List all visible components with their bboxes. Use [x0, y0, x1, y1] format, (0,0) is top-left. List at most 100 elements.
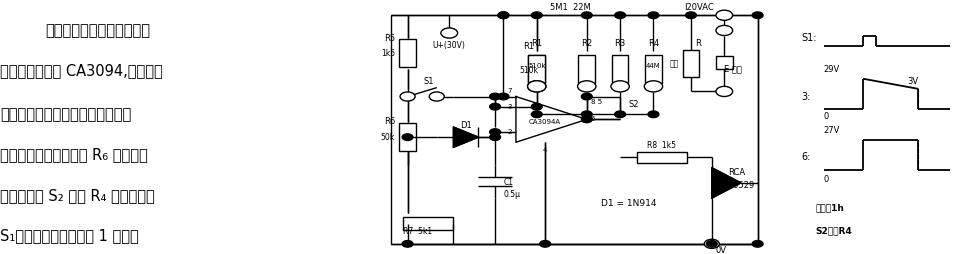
Circle shape	[490, 134, 500, 140]
Text: 1k5: 1k5	[381, 49, 395, 58]
Text: 29V: 29V	[824, 65, 840, 74]
Text: 时间＝1h: 时间＝1h	[815, 204, 845, 213]
Text: R1: R1	[531, 39, 542, 48]
Circle shape	[402, 134, 413, 140]
Circle shape	[648, 111, 659, 118]
Text: 6:: 6:	[802, 152, 810, 163]
Bar	[391, 15, 758, 244]
Circle shape	[582, 111, 592, 118]
Text: 3: 3	[508, 104, 512, 110]
Text: 40529: 40529	[728, 181, 755, 190]
Text: 0: 0	[824, 175, 829, 184]
Text: R6: R6	[384, 117, 395, 126]
Circle shape	[429, 92, 445, 101]
Text: 5M1  22M: 5M1 22M	[550, 3, 590, 12]
Circle shape	[582, 93, 592, 100]
Text: S2: S2	[628, 100, 639, 109]
Text: 0.5μ: 0.5μ	[504, 190, 520, 199]
Text: D1 = 1N914: D1 = 1N914	[601, 199, 656, 208]
Text: 27V: 27V	[824, 126, 840, 135]
Circle shape	[528, 81, 546, 92]
Polygon shape	[453, 127, 478, 147]
Circle shape	[704, 239, 719, 248]
Text: 种延时选择，用电位器 R₆ 来设置初: 种延时选择，用电位器 R₆ 来设置初	[0, 147, 148, 162]
Text: 可编程功率开关 CA3094,可以构成: 可编程功率开关 CA3094,可以构成	[0, 64, 163, 78]
Text: 负载: 负载	[670, 59, 678, 68]
Text: 50k: 50k	[381, 133, 395, 142]
Circle shape	[528, 81, 546, 92]
Text: S1:: S1:	[802, 33, 817, 43]
Bar	[399, 39, 416, 67]
Circle shape	[648, 12, 659, 19]
Circle shape	[615, 111, 626, 118]
Text: 3V: 3V	[907, 77, 919, 86]
Text: 可预置的模拟定时器　利用: 可预置的模拟定时器 利用	[45, 23, 150, 38]
Text: CA3094A: CA3094A	[529, 119, 560, 125]
Text: 510k: 510k	[528, 64, 545, 70]
Circle shape	[402, 241, 413, 247]
Circle shape	[752, 241, 764, 247]
Text: 3:: 3:	[802, 91, 810, 102]
Bar	[399, 123, 416, 151]
Bar	[716, 56, 733, 69]
Circle shape	[532, 12, 542, 19]
Text: R: R	[696, 39, 701, 48]
Text: U+(30V): U+(30V)	[433, 41, 466, 50]
Text: 可预置的模拟定时器。电路给出四: 可预置的模拟定时器。电路给出四	[0, 107, 131, 122]
Text: 0: 0	[824, 112, 829, 121]
Circle shape	[400, 92, 415, 101]
Circle shape	[490, 103, 500, 110]
Circle shape	[611, 81, 629, 92]
Circle shape	[532, 103, 542, 110]
Bar	[529, 55, 545, 83]
Bar	[579, 55, 595, 83]
Circle shape	[539, 241, 551, 247]
Bar	[529, 55, 545, 83]
Circle shape	[686, 12, 696, 19]
Text: R2: R2	[582, 39, 592, 48]
Text: R7  5k1: R7 5k1	[403, 227, 433, 236]
Circle shape	[490, 93, 500, 100]
Circle shape	[582, 116, 592, 123]
Text: D1: D1	[460, 121, 471, 130]
Bar	[403, 217, 453, 230]
Text: 6: 6	[591, 116, 596, 122]
Text: S1: S1	[423, 77, 434, 86]
Polygon shape	[712, 168, 741, 198]
Text: C1: C1	[504, 178, 513, 187]
Circle shape	[498, 93, 509, 100]
Circle shape	[706, 241, 718, 247]
Text: R8  1k5: R8 1k5	[648, 141, 676, 150]
Circle shape	[532, 111, 542, 118]
Text: S2置于R4: S2置于R4	[815, 227, 853, 236]
Text: 8 5: 8 5	[591, 99, 602, 105]
Text: 0V: 0V	[716, 246, 727, 254]
Text: E 输出: E 输出	[724, 64, 742, 73]
Text: RCA: RCA	[728, 168, 745, 177]
Circle shape	[582, 12, 592, 19]
Text: 始时间。当 S₂ 接通 R₄ 时，按一下: 始时间。当 S₂ 接通 R₄ 时，按一下	[0, 188, 155, 203]
Text: 7: 7	[508, 88, 512, 94]
Circle shape	[498, 12, 509, 19]
Text: S₁，双向可控硬可导通 1 小时。: S₁，双向可控硬可导通 1 小时。	[0, 229, 139, 244]
Circle shape	[490, 129, 500, 135]
Text: 44M: 44M	[646, 64, 661, 70]
Circle shape	[578, 81, 596, 92]
Bar	[637, 152, 687, 163]
Circle shape	[752, 12, 764, 19]
Text: R5: R5	[384, 34, 395, 43]
Circle shape	[716, 25, 733, 36]
Circle shape	[716, 10, 733, 20]
Circle shape	[498, 12, 509, 19]
Bar	[645, 55, 662, 83]
Text: R3: R3	[614, 39, 626, 48]
Text: 4: 4	[543, 147, 547, 153]
Text: R1: R1	[523, 42, 534, 51]
Text: I20VAC: I20VAC	[684, 3, 714, 12]
Circle shape	[716, 86, 733, 97]
Text: 510k: 510k	[519, 66, 538, 75]
Circle shape	[645, 81, 663, 92]
Circle shape	[615, 12, 626, 19]
Bar	[683, 50, 699, 77]
Bar	[612, 55, 628, 83]
